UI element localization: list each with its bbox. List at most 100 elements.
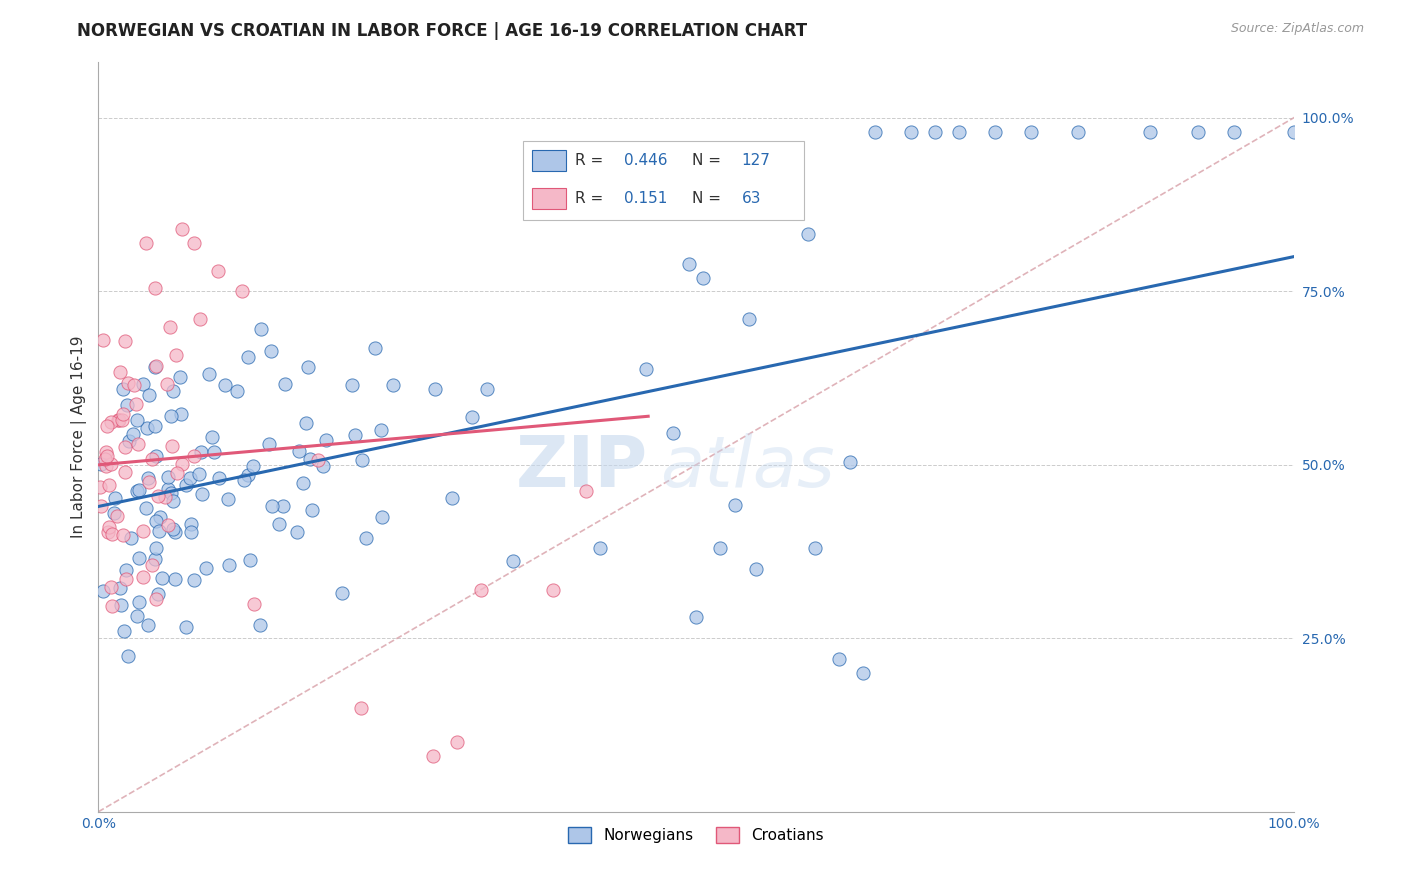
Point [117,648,139,663]
Text: R =: R = [575,153,603,168]
Text: Source: ZipAtlas.com: Source: ZipAtlas.com [1230,22,1364,36]
Point [301,502,323,516]
Point [94,452,117,467]
Point [195,560,218,574]
Point [865,125,887,139]
Point [250,321,273,335]
Point [115,572,138,586]
Point [160,409,183,423]
Point [135,235,157,250]
Point [122,378,145,392]
Point [143,552,166,566]
Point [208,471,231,485]
Point [342,377,364,392]
Point [115,563,138,577]
Y-axis label: In Labor Force | Age 16-19: In Labor Force | Age 16-19 [72,335,87,539]
Point [188,312,211,326]
Point [422,749,444,764]
Point [148,524,170,538]
Point [191,487,214,501]
Point [298,452,321,467]
Point [125,413,148,427]
Point [100,580,122,594]
Point [330,585,353,599]
Point [692,271,714,285]
Point [96,450,118,464]
Point [1282,125,1305,139]
Point [89,500,111,514]
Point [589,541,612,555]
Point [461,409,484,424]
Point [900,125,922,139]
Point [180,517,202,532]
Point [924,125,946,139]
Point [111,413,134,427]
Point [364,341,387,355]
Text: atlas: atlas [661,433,835,501]
Point [141,451,163,466]
Point [157,482,180,496]
Point [132,376,155,391]
Point [446,735,468,749]
Point [91,583,114,598]
Point [259,436,281,450]
Point [128,483,150,498]
Point [112,527,135,541]
Point [146,587,169,601]
Point [249,617,271,632]
Point [190,444,212,458]
Point [93,333,115,347]
Point [90,457,112,471]
Point [122,426,145,441]
Point [145,449,167,463]
Point [575,483,598,498]
Point [169,370,191,384]
Point [502,554,524,568]
Point [104,491,127,505]
Point [159,320,181,334]
Point [218,558,240,572]
Point [160,439,183,453]
Legend: Norwegians, Croatians: Norwegians, Croatians [562,821,830,849]
Point [370,423,392,437]
Point [114,334,136,348]
Point [262,499,284,513]
Point [114,465,136,479]
Point [236,350,259,364]
Text: R =: R = [575,191,603,205]
Point [128,595,150,609]
FancyBboxPatch shape [533,150,565,171]
Point [165,348,187,362]
Point [180,524,202,539]
Point [108,581,131,595]
Point [217,491,239,506]
Point [839,455,862,469]
Point [135,500,157,515]
Point [274,376,297,391]
Point [112,624,135,638]
Point [108,413,131,427]
FancyBboxPatch shape [523,141,804,219]
Point [745,562,768,576]
Text: N =: N = [692,153,721,168]
Point [145,359,167,373]
Point [183,235,205,250]
Point [101,599,124,613]
Point [145,591,167,606]
Point [307,453,329,467]
Point [128,551,150,566]
Point [163,525,186,540]
Point [125,397,148,411]
Text: ZIP: ZIP [516,433,648,501]
Point [170,457,193,471]
Point [271,499,294,513]
Point [207,263,229,277]
Point [541,582,564,597]
Point [117,376,139,390]
Point [285,525,308,540]
Point [94,459,117,474]
Point [804,541,827,555]
Point [110,598,132,612]
Point [354,531,377,545]
Point [243,597,266,611]
